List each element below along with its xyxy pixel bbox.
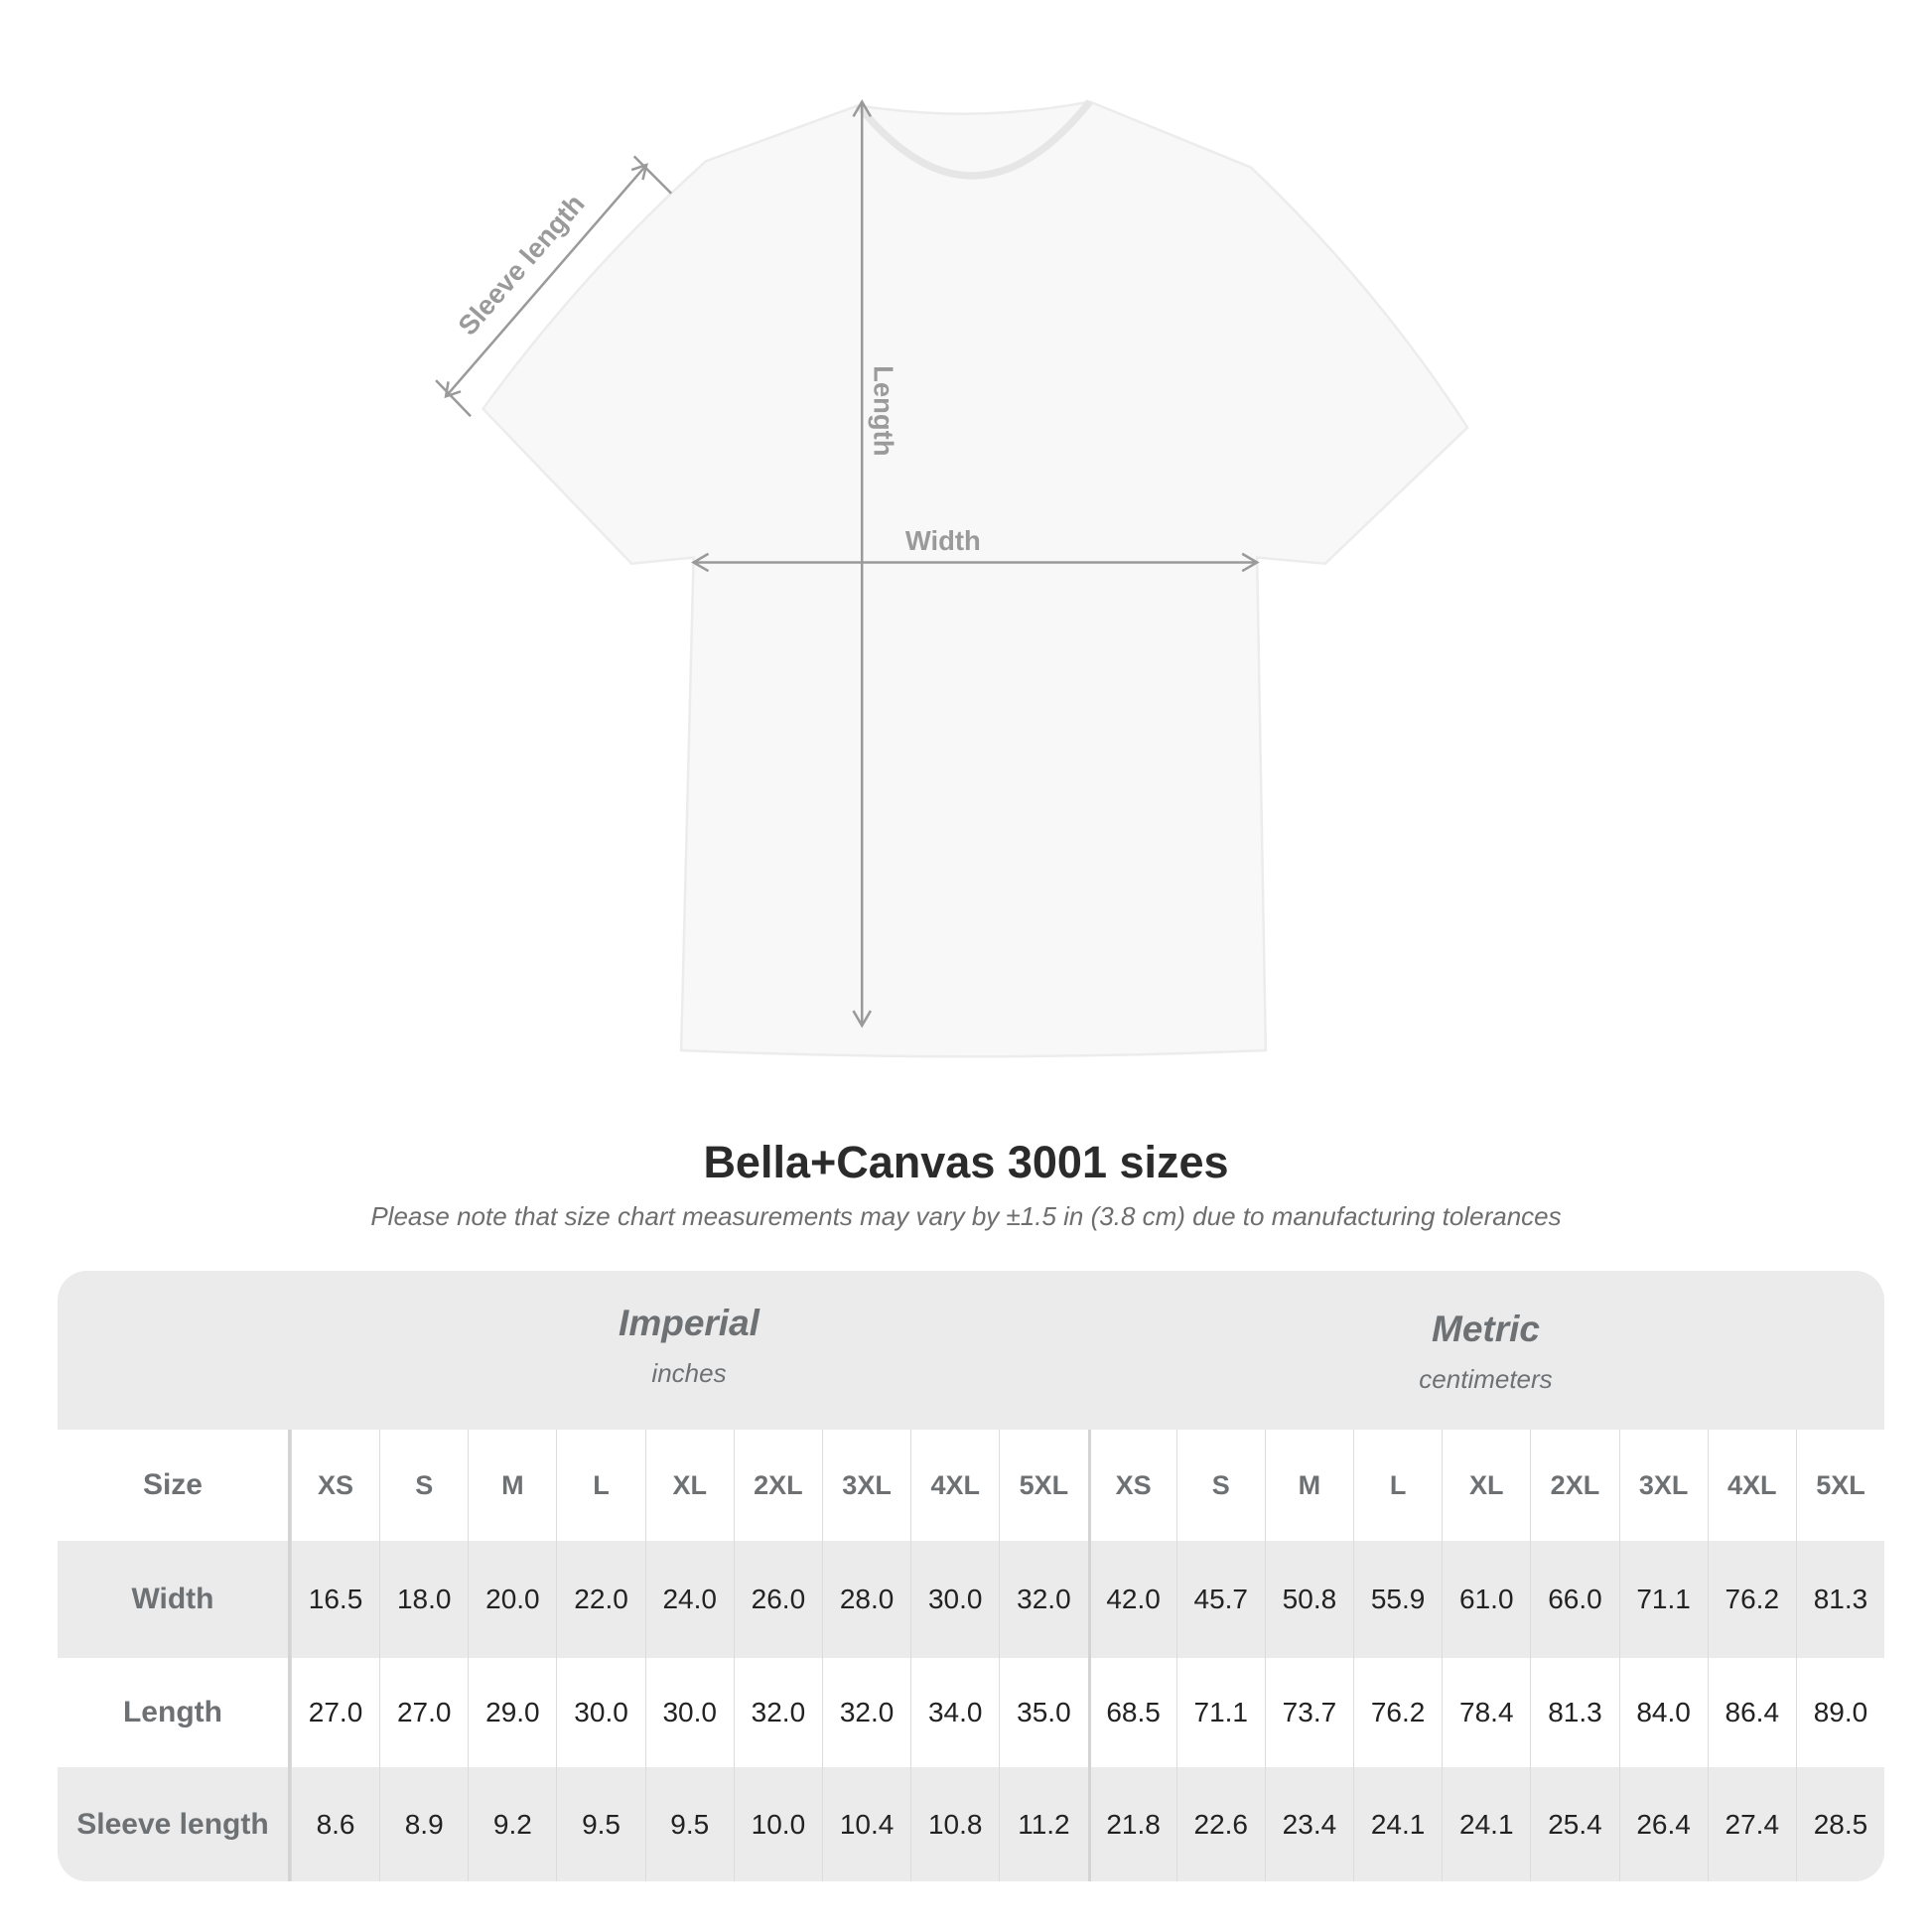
row-label: Length: [58, 1658, 291, 1767]
size-header-imperial: 5XL: [999, 1430, 1087, 1541]
imperial-value-cell: 10.8: [910, 1767, 999, 1881]
metric-value-cell: 24.1: [1442, 1767, 1530, 1881]
size-header-metric: L: [1353, 1430, 1442, 1541]
size-header-metric: XL: [1442, 1430, 1530, 1541]
imperial-value-cell: 32.0: [999, 1541, 1087, 1658]
imperial-value-cell: 30.0: [644, 1658, 734, 1767]
size-header-row: Size XS S M L XL 2XL 3XL 4XL 5XL XS S M L XL 2XL 3XL 4XL 5…: [58, 1430, 1884, 1541]
metric-header: Metric centimeters: [1087, 1309, 1884, 1395]
metric-value-cell: 66.0: [1530, 1541, 1618, 1658]
imperial-value-cell: 30.0: [556, 1658, 644, 1767]
metric-title: Metric: [1432, 1309, 1540, 1349]
metric-value-cell: 26.4: [1618, 1767, 1708, 1881]
imperial-value-cell: 18.0: [379, 1541, 468, 1658]
table-row: Length 27.0 27.0 29.0 30.0 30.0 32.0 32.0 34.0 35…: [58, 1658, 1884, 1767]
size-header-metric: 2XL: [1530, 1430, 1618, 1541]
imperial-value-cell: 22.0: [556, 1541, 644, 1658]
imperial-value-cell: 9.5: [644, 1767, 734, 1881]
metric-value-cell: 81.3: [1795, 1541, 1884, 1658]
imperial-value-cell: 28.0: [821, 1541, 910, 1658]
size-header-metric: 5XL: [1795, 1430, 1884, 1541]
size-header-metric: 4XL: [1707, 1430, 1796, 1541]
size-header-imperial: S: [379, 1430, 468, 1541]
size-header-imperial: XS: [290, 1430, 379, 1541]
imperial-title: Imperial: [619, 1303, 759, 1343]
row-label: Width: [58, 1541, 291, 1658]
imperial-value-cell: 35.0: [999, 1658, 1087, 1767]
metric-value-cell: 28.5: [1795, 1767, 1884, 1881]
width-label: Width: [905, 525, 981, 556]
imperial-header: Imperial inches: [291, 1303, 1087, 1389]
page-title: Bella+Canvas 3001 sizes: [703, 1137, 1229, 1187]
metric-value-cell: 78.4: [1442, 1658, 1530, 1767]
size-header-imperial: L: [556, 1430, 644, 1541]
metric-unit: centimeters: [1419, 1364, 1553, 1394]
size-header-label: Size: [58, 1430, 291, 1541]
size-header-metric: 3XL: [1618, 1430, 1708, 1541]
metric-value-cell: 27.4: [1707, 1767, 1796, 1881]
size-header-imperial: M: [468, 1430, 556, 1541]
length-label: Length: [869, 365, 899, 456]
tshirt-diagram: Sleeve length Length Width: [435, 98, 1469, 1058]
imperial-value-cell: 27.0: [290, 1658, 379, 1767]
imperial-unit: inches: [651, 1358, 727, 1388]
metric-value-cell: 84.0: [1618, 1658, 1708, 1767]
imperial-value-cell: 32.0: [733, 1658, 822, 1767]
imperial-value-cell: 20.0: [468, 1541, 556, 1658]
imperial-value-cell: 24.0: [644, 1541, 734, 1658]
metric-value-cell: 89.0: [1795, 1658, 1884, 1767]
metric-value-cell: 76.2: [1707, 1541, 1796, 1658]
metric-value-cell: 42.0: [1087, 1541, 1176, 1658]
metric-value-cell: 22.6: [1175, 1767, 1265, 1881]
metric-value-cell: 61.0: [1442, 1541, 1530, 1658]
imperial-value-cell: 34.0: [910, 1658, 999, 1767]
size-header-imperial: 4XL: [910, 1430, 999, 1541]
metric-value-cell: 50.8: [1264, 1541, 1353, 1658]
size-header-imperial: 2XL: [733, 1430, 822, 1541]
imperial-value-cell: 16.5: [290, 1541, 379, 1658]
metric-value-cell: 81.3: [1530, 1658, 1618, 1767]
size-header-metric: M: [1264, 1430, 1353, 1541]
metric-value-cell: 21.8: [1087, 1767, 1176, 1881]
metric-value-cell: 23.4: [1264, 1767, 1353, 1881]
imperial-value-cell: 32.0: [821, 1658, 910, 1767]
imperial-value-cell: 10.4: [821, 1767, 910, 1881]
imperial-value-cell: 29.0: [468, 1658, 556, 1767]
size-header-metric: XS: [1087, 1430, 1176, 1541]
metric-value-cell: 45.7: [1175, 1541, 1265, 1658]
metric-value-cell: 73.7: [1264, 1658, 1353, 1767]
metric-value-cell: 71.1: [1175, 1658, 1265, 1767]
imperial-value-cell: 30.0: [910, 1541, 999, 1658]
metric-value-cell: 25.4: [1530, 1767, 1618, 1881]
unit-header-band: Imperial inches Metric centimeters: [58, 1271, 1884, 1430]
size-header-imperial: 3XL: [821, 1430, 910, 1541]
table-row: Width 16.5 18.0 20.0 22.0 24.0 26.0 28.0 30.0 32.…: [58, 1541, 1884, 1658]
tshirt-image: [481, 100, 1469, 1058]
metric-value-cell: 55.9: [1353, 1541, 1442, 1658]
imperial-value-cell: 11.2: [999, 1767, 1087, 1881]
table-row: Sleeve length 8.6 8.9 9.2 9.5 9.5 10.0 10.4 10.8…: [58, 1767, 1884, 1881]
metric-value-cell: 68.5: [1087, 1658, 1176, 1767]
sleeve-measure-line: [445, 164, 648, 398]
metric-value-cell: 76.2: [1353, 1658, 1442, 1767]
row-label: Sleeve length: [58, 1767, 291, 1881]
imperial-value-cell: 26.0: [733, 1541, 822, 1658]
imperial-value-cell: 8.6: [290, 1767, 379, 1881]
tolerance-note: Please note that size chart measurements…: [370, 1201, 1562, 1231]
metric-value-cell: 71.1: [1618, 1541, 1708, 1658]
imperial-value-cell: 9.2: [468, 1767, 556, 1881]
metric-value-cell: 24.1: [1353, 1767, 1442, 1881]
imperial-value-cell: 10.0: [733, 1767, 822, 1881]
imperial-value-cell: 8.9: [379, 1767, 468, 1881]
metric-value-cell: 86.4: [1707, 1658, 1796, 1767]
imperial-value-cell: 27.0: [379, 1658, 468, 1767]
size-table: Imperial inches Metric centimeters Size X…: [58, 1271, 1884, 1881]
imperial-value-cell: 9.5: [556, 1767, 644, 1881]
size-header-metric: S: [1175, 1430, 1265, 1541]
size-header-imperial: XL: [644, 1430, 734, 1541]
